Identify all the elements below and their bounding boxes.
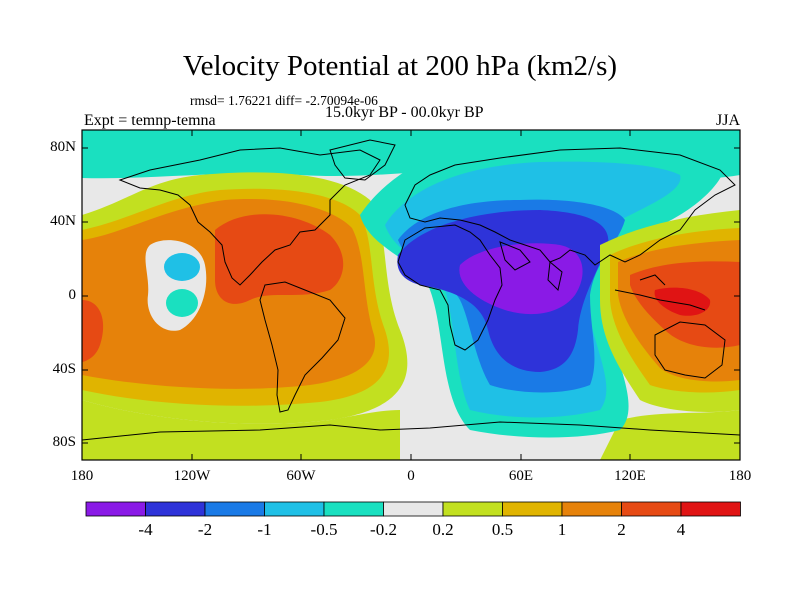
colorbar-swatch	[204, 501, 265, 517]
colorbar-swatch	[621, 501, 682, 517]
colorbar-label: -0.5	[310, 520, 338, 539]
colorbar-label: 0.5	[491, 520, 514, 539]
season-label: JJA	[715, 112, 740, 129]
colorbar-label: 2	[617, 520, 626, 539]
colorbar-swatch	[145, 501, 206, 517]
colorbar-swatch	[442, 501, 503, 517]
positive-lobe-west	[82, 172, 408, 424]
period-label: 15.0kyr BP - 00.0kyr BP	[325, 104, 484, 121]
colorbar-swatch	[680, 501, 741, 517]
x-tick-label: 180	[728, 468, 752, 484]
y-tick-label: 0	[68, 287, 77, 303]
contour-field	[82, 130, 740, 460]
x-tick-label: 120W	[173, 468, 211, 484]
x-tick-label: 60W	[286, 468, 316, 484]
colorbar-swatch	[383, 501, 444, 517]
y-tick-label: 80S	[52, 434, 76, 450]
axis-ticks	[81, 130, 741, 460]
x-tick-label: 0	[407, 468, 415, 484]
y-tick-label: 40S	[52, 361, 76, 377]
experiment-label: Expt = temnp-temna	[84, 112, 216, 129]
colorbar-label: -2	[197, 520, 213, 539]
colorbar-label: -4	[138, 520, 153, 539]
map-title: Velocity Potential at 200 hPa (km2/s)	[182, 50, 618, 82]
x-tick-label: 180	[70, 468, 94, 484]
positive-lobe-east	[600, 210, 740, 412]
colorbar-swatch	[561, 501, 622, 517]
x-tick-label: 60E	[508, 468, 534, 484]
colorbar-label: -0.2	[370, 520, 397, 539]
colorbar-swatch	[264, 501, 325, 517]
colorbar-swatch	[85, 501, 146, 517]
colorbar-label: -1	[257, 520, 272, 539]
colorbar-swatch	[502, 501, 563, 517]
stats-text: rmsd= 1.76221 diff= -2.70094e-06	[190, 93, 378, 108]
colorbar-label: 1	[557, 520, 567, 539]
colorbar-label: 4	[676, 520, 686, 539]
y-tick-label: 40N	[50, 213, 76, 229]
coastlines	[82, 139, 740, 441]
colorbar-swatch	[323, 501, 384, 517]
colorbar	[85, 501, 741, 517]
negative-lobe-east	[360, 133, 726, 438]
colorbar-label: 0.2	[432, 520, 454, 539]
x-tick-label: 120E	[614, 468, 646, 484]
y-tick-label: 80N	[50, 139, 76, 155]
